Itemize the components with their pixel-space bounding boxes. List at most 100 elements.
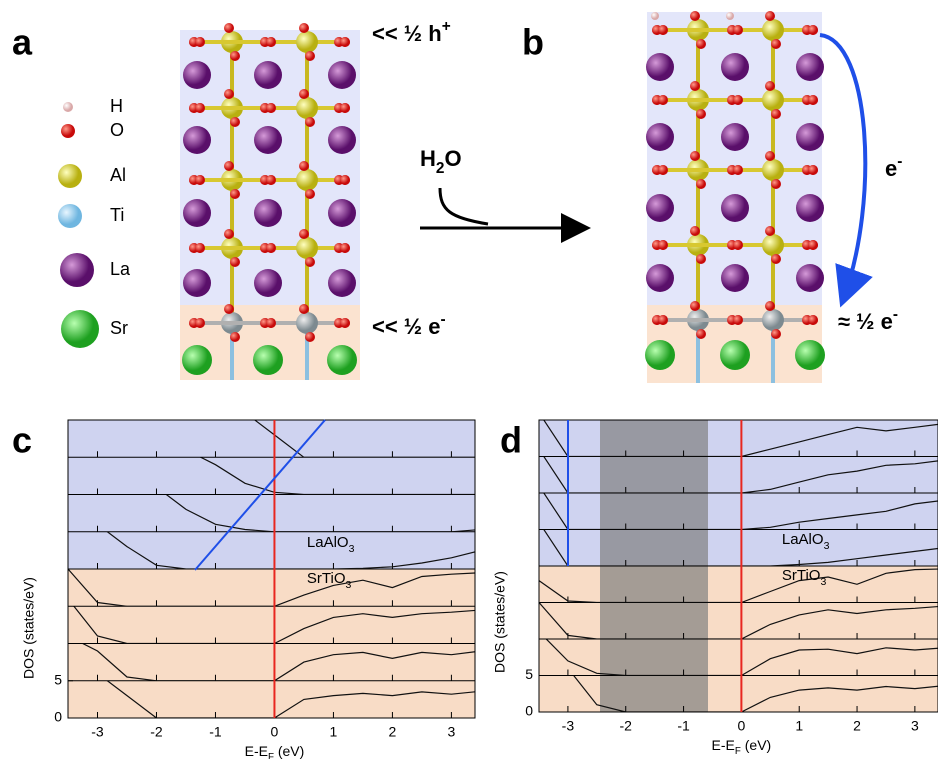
atom — [733, 240, 743, 250]
atom — [266, 37, 276, 47]
annotation: e- — [885, 153, 902, 181]
atom — [230, 51, 240, 61]
atom — [795, 340, 825, 370]
atom — [765, 301, 775, 311]
atom — [808, 315, 818, 325]
legend-symbol — [63, 102, 73, 112]
reaction-label-main: H — [420, 146, 436, 171]
atom — [796, 53, 824, 81]
x-tick-label: -2 — [620, 718, 633, 734]
atom — [696, 109, 706, 119]
x-tick-label: 3 — [448, 724, 456, 740]
dos-curve — [106, 680, 475, 718]
atom — [296, 237, 318, 259]
atom — [183, 61, 211, 89]
atom — [646, 123, 674, 151]
x-tick-label: -1 — [209, 724, 222, 740]
x-axis-label-after: (eV) — [741, 737, 771, 753]
atom — [230, 189, 240, 199]
atom — [299, 161, 309, 171]
dos-curve — [543, 493, 938, 530]
y-tick-label: 5 — [525, 666, 533, 682]
atom — [808, 25, 818, 35]
atom — [796, 264, 824, 292]
x-tick-label: 1 — [795, 718, 803, 734]
panel-label: a — [12, 22, 33, 63]
plot-frame — [67, 419, 476, 719]
annotation-main: << ½ h — [372, 21, 442, 46]
atom — [305, 117, 315, 127]
atom — [645, 340, 675, 370]
dos-curve — [68, 569, 475, 607]
plot-frame — [538, 419, 938, 713]
atom — [646, 53, 674, 81]
dos-curve — [572, 675, 938, 712]
annotation-sup: + — [442, 18, 451, 35]
atom — [224, 23, 234, 33]
region-label: LaAlO3 — [782, 531, 830, 552]
atom — [771, 39, 781, 49]
atom — [305, 189, 315, 199]
x-tick-label: 2 — [853, 718, 861, 734]
legend-label: H — [110, 96, 123, 116]
legend-label: La — [110, 259, 131, 279]
annotation: << ½ h+ — [372, 18, 451, 46]
atom — [771, 179, 781, 189]
annotation-main: ≈ ½ e — [838, 309, 893, 334]
x-tick-label: -2 — [150, 724, 163, 740]
atom — [340, 318, 350, 328]
reaction-label-after: O — [444, 146, 461, 171]
atom — [771, 109, 781, 119]
atom — [328, 269, 356, 297]
atom — [266, 243, 276, 253]
x-axis-label: E-EF (eV) — [245, 743, 305, 759]
atom — [771, 329, 781, 339]
atom — [762, 19, 784, 41]
electron-arrow — [819, 33, 873, 308]
atom — [733, 95, 743, 105]
dos-curve — [539, 602, 938, 639]
legend-symbol — [60, 253, 94, 287]
dos-curve — [539, 568, 938, 603]
region-label-sub: 3 — [824, 540, 830, 552]
atom — [195, 318, 205, 328]
legend-label: Sr — [110, 318, 128, 338]
atom — [254, 126, 282, 154]
region-label-main: LaAlO — [782, 531, 824, 548]
x-tick-label: 0 — [737, 718, 745, 734]
atom — [658, 165, 668, 175]
annotation: ≈ ½ e- — [838, 306, 898, 334]
region-label-main: SrTiO — [307, 570, 346, 587]
atom — [762, 309, 784, 331]
legend-label: Al — [110, 165, 126, 185]
water-curve — [438, 187, 489, 226]
atom — [658, 95, 668, 105]
atom — [808, 95, 818, 105]
atom — [266, 318, 276, 328]
atom — [696, 329, 706, 339]
atom — [733, 165, 743, 175]
atom — [658, 25, 668, 35]
atom — [796, 194, 824, 222]
x-axis-label-sub: F — [735, 746, 741, 757]
atom — [224, 304, 234, 314]
region-label-main: LaAlO — [307, 534, 349, 551]
atom — [328, 61, 356, 89]
atom — [296, 312, 318, 334]
annotation-main: e — [885, 156, 897, 181]
atom — [733, 25, 743, 35]
atom — [224, 161, 234, 171]
y-axis-label: DOS (states/eV) — [492, 571, 508, 673]
atom — [299, 89, 309, 99]
panel-label: d — [500, 420, 522, 461]
atom — [183, 126, 211, 154]
legend-label: O — [110, 120, 124, 140]
annotation: << ½ e- — [372, 311, 446, 339]
atom — [254, 269, 282, 297]
atom — [690, 151, 700, 161]
band-guide — [194, 419, 326, 571]
x-axis-label-main: E-E — [712, 737, 735, 753]
atom — [762, 89, 784, 111]
atom — [296, 169, 318, 191]
atom — [762, 234, 784, 256]
